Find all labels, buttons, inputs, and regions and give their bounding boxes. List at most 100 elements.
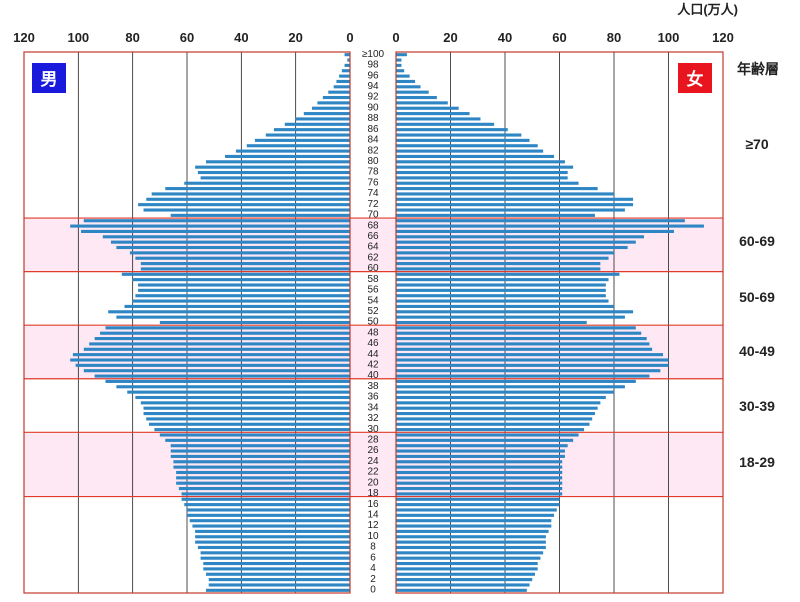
male-bar xyxy=(143,412,350,416)
female-bar xyxy=(396,310,634,314)
age-band-label: 60-69 xyxy=(739,233,775,249)
male-bar xyxy=(303,112,350,116)
female-bar xyxy=(396,551,544,555)
age-label: 38 xyxy=(367,381,379,392)
female-bar xyxy=(396,58,402,62)
female-bar xyxy=(396,320,587,325)
female-bar xyxy=(396,363,669,367)
female-bar xyxy=(396,337,647,341)
male-bar xyxy=(135,395,350,400)
male-bar xyxy=(165,187,350,191)
age-label: 32 xyxy=(367,413,379,424)
male-bar xyxy=(235,149,350,153)
male-x-tick-label: 40 xyxy=(234,30,248,45)
female-bar xyxy=(396,412,595,416)
male-bar xyxy=(127,390,350,394)
male-bar xyxy=(208,578,350,582)
age-label: 92 xyxy=(367,92,379,103)
female-bar xyxy=(396,470,563,475)
female-x-tick-label: 120 xyxy=(712,30,734,45)
male-bar xyxy=(181,497,350,501)
male-bar xyxy=(197,170,350,175)
age-label: 4 xyxy=(370,563,376,574)
female-bar xyxy=(396,53,407,57)
female-bar xyxy=(396,165,574,169)
female-bar xyxy=(396,149,544,153)
female-bar xyxy=(396,540,546,544)
female-bar xyxy=(396,572,535,576)
age-label: 66 xyxy=(367,231,379,242)
female-bar xyxy=(396,138,530,142)
female-bar xyxy=(396,508,557,512)
female-bar xyxy=(396,486,563,491)
female-bar xyxy=(396,497,560,501)
female-bar xyxy=(396,449,565,453)
male-bar xyxy=(170,444,350,448)
female-bar xyxy=(396,85,421,89)
male-bar xyxy=(203,561,350,566)
male-bar xyxy=(132,299,350,303)
female-bar xyxy=(396,288,606,292)
male-bar xyxy=(143,208,350,212)
female-bar xyxy=(396,369,661,373)
male-label: 男 xyxy=(41,70,58,89)
male-bar xyxy=(81,229,351,233)
female-bars xyxy=(396,53,704,592)
male-bar xyxy=(344,63,350,67)
male-x-tick-label: 80 xyxy=(125,30,139,45)
male-bar xyxy=(148,422,350,426)
age-label: 98 xyxy=(367,60,379,71)
male-x-tick-label: 20 xyxy=(288,30,302,45)
female-bar xyxy=(396,90,429,94)
male-bar xyxy=(181,492,350,496)
male-bar xyxy=(151,192,350,196)
female-bar xyxy=(396,481,563,485)
female-bar xyxy=(396,170,568,175)
male-bar xyxy=(146,417,350,421)
female-x-tick-label: 20 xyxy=(443,30,457,45)
female-bar xyxy=(396,272,620,276)
male-bar xyxy=(173,465,350,469)
age-label: 0 xyxy=(370,585,376,596)
age-label: 90 xyxy=(367,102,379,113)
female-x-tick-label: 60 xyxy=(552,30,566,45)
male-bar xyxy=(328,90,350,94)
age-label: 40 xyxy=(367,370,379,381)
male-plot-frame xyxy=(23,51,351,594)
male-bar xyxy=(70,358,350,362)
female-bar xyxy=(396,583,530,587)
age-label: 2 xyxy=(370,574,376,585)
female-bar xyxy=(396,106,459,110)
female-bar xyxy=(396,535,546,539)
female-bar xyxy=(396,197,634,201)
male-bar xyxy=(184,181,350,185)
female-x-tick-label: 100 xyxy=(658,30,680,45)
male-bar xyxy=(154,428,350,432)
male-bars xyxy=(70,53,351,592)
male-bar xyxy=(192,524,350,528)
female-bar xyxy=(396,417,593,421)
age-label: 88 xyxy=(367,113,379,124)
female-badge xyxy=(678,63,712,93)
female-bar xyxy=(396,101,448,105)
male-bar xyxy=(170,454,350,458)
male-bar xyxy=(173,460,350,464)
female-bar xyxy=(396,460,563,464)
male-bar xyxy=(189,519,350,523)
male-bar xyxy=(336,79,350,84)
male-bar xyxy=(206,572,350,576)
female-bar xyxy=(396,401,601,405)
age-label: 86 xyxy=(367,124,379,135)
female-bar xyxy=(396,299,609,303)
female-bar xyxy=(396,69,405,73)
age-label: 18 xyxy=(367,488,379,499)
female-bar xyxy=(396,433,579,437)
male-bar xyxy=(344,53,350,57)
age-label: 78 xyxy=(367,167,379,178)
female-bar xyxy=(396,454,565,458)
age-label: 24 xyxy=(367,456,379,467)
male-bar xyxy=(176,481,350,485)
male-bar xyxy=(83,347,351,351)
female-x-tick-label: 40 xyxy=(498,30,512,45)
